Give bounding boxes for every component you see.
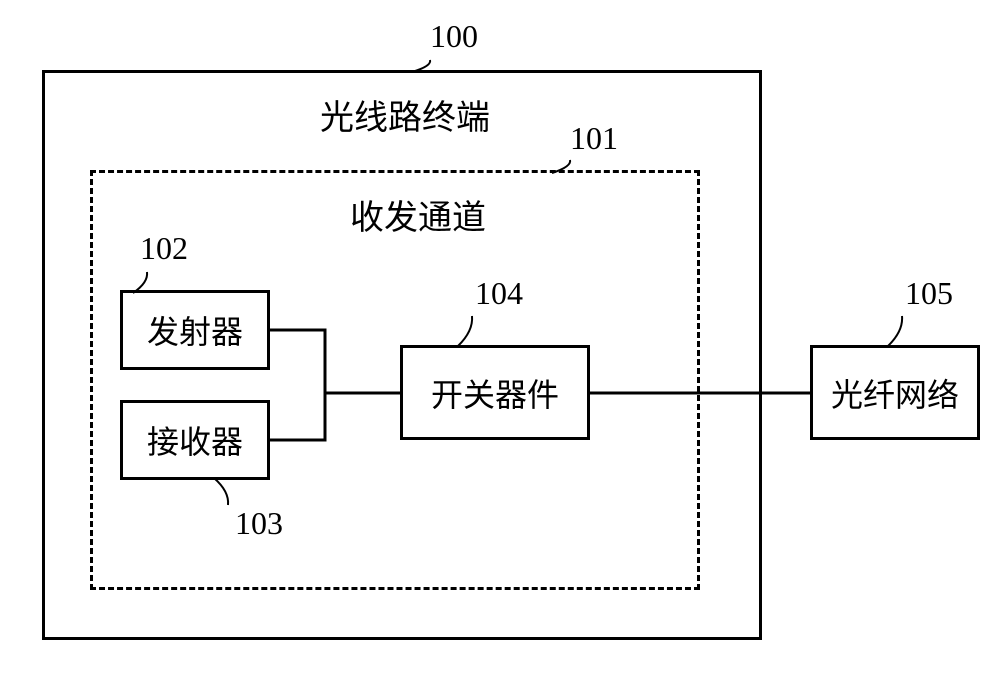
- ref-105: 105: [905, 275, 953, 312]
- ref-100: 100: [430, 18, 478, 55]
- outer-title: 光线路终端: [320, 90, 490, 139]
- receiver-label: 接收器: [147, 417, 243, 463]
- ref-101: 101: [570, 120, 618, 157]
- switch-box: 开关器件: [400, 345, 590, 440]
- transmitter-box: 发射器: [120, 290, 270, 370]
- receiver-box: 接收器: [120, 400, 270, 480]
- switch-label: 开关器件: [431, 370, 559, 416]
- fiber-network-box: 光纤网络: [810, 345, 980, 440]
- channel-title: 收发通道: [350, 190, 486, 239]
- ref-104: 104: [475, 275, 523, 312]
- transmitter-label: 发射器: [147, 307, 243, 353]
- fiber-network-label: 光纤网络: [831, 370, 959, 416]
- ref-102: 102: [140, 230, 188, 267]
- ref-103: 103: [235, 505, 283, 542]
